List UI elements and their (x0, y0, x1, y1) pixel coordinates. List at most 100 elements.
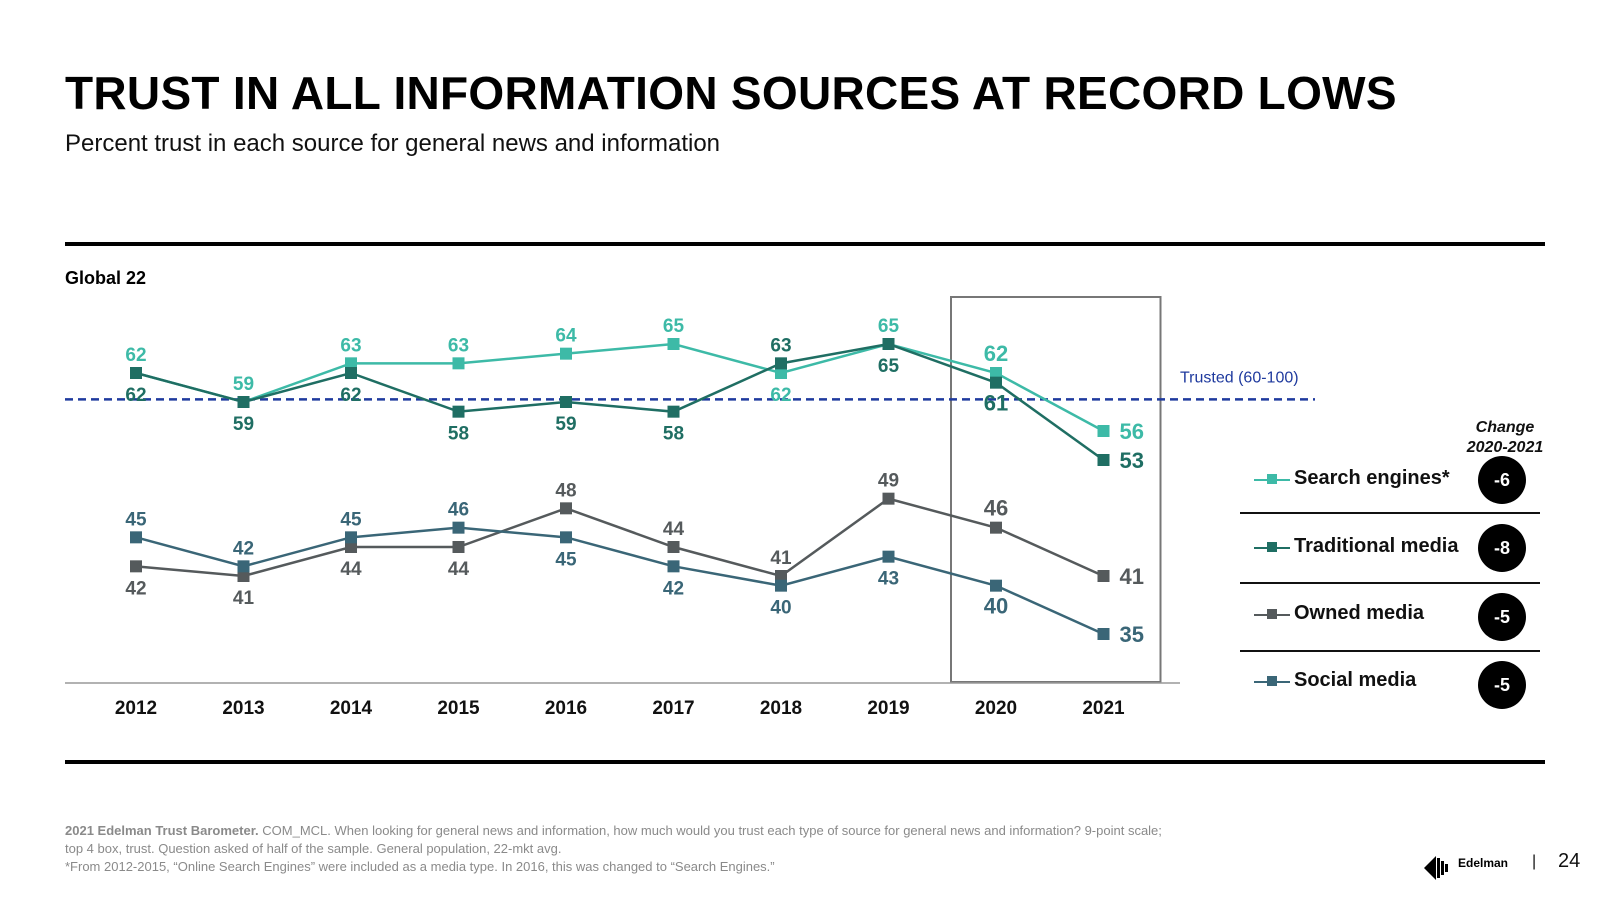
data-label: 63 (448, 335, 469, 356)
change-badge-traditional-media: -8 (1478, 524, 1526, 572)
x-tick-label: 2012 (115, 698, 157, 719)
data-label: 42 (663, 578, 684, 599)
data-label: 63 (340, 335, 361, 356)
data-label: 62 (340, 385, 361, 406)
data-point (667, 338, 680, 350)
legend-item-traditional-media: Traditional media (1240, 518, 1540, 578)
footnote-source: 2021 Edelman Trust Barometer. (65, 823, 259, 838)
data-point (237, 396, 250, 408)
data-point (990, 367, 1002, 379)
reference-line-label: Trusted (60-100) (1180, 369, 1299, 386)
data-label: 42 (125, 578, 146, 599)
data-point (990, 521, 1002, 534)
legend-item-search-engines: Search engines* (1240, 450, 1540, 510)
data-point (775, 579, 787, 592)
data-label: 65 (878, 316, 900, 337)
data-label: 45 (125, 509, 147, 530)
data-label: 40 (770, 598, 791, 619)
series-line (135, 497, 1105, 578)
data-label: 42 (233, 538, 254, 559)
x-tick-label: 2019 (867, 698, 909, 719)
data-label: 44 (340, 559, 362, 580)
data-point (237, 570, 250, 582)
data-label: 46 (448, 500, 469, 521)
data-point (1097, 425, 1110, 437)
region-label: Global 22 (65, 268, 147, 288)
data-point (882, 338, 895, 350)
data-point (345, 541, 357, 553)
data-label: 59 (555, 414, 576, 435)
data-point (775, 357, 787, 370)
data-label: 45 (340, 509, 362, 530)
data-point (345, 531, 357, 544)
legend-swatch-search-engines (1254, 474, 1290, 484)
data-label: 59 (233, 374, 254, 395)
edelman-logo-icon (1424, 856, 1448, 880)
legend-swatch-traditional-media (1254, 542, 1290, 552)
legend-divider (1240, 582, 1540, 584)
change-badge-social-media: -5 (1478, 661, 1526, 709)
data-point (130, 367, 142, 379)
change-title: Change 2020-2021 (1450, 418, 1560, 458)
data-point (345, 367, 357, 379)
data-label: 48 (555, 480, 576, 501)
data-point (452, 405, 465, 418)
data-point (345, 357, 357, 370)
x-tick-label: 2018 (760, 698, 802, 719)
highlight-box (950, 296, 1162, 683)
legend-label-traditional-media: Traditional media (1294, 535, 1459, 557)
data-label: 59 (233, 414, 254, 435)
data-point (452, 541, 465, 553)
brand-name: Edelman (1458, 856, 1509, 870)
data-label: 63 (770, 335, 791, 356)
legend-label-owned-media: Owned media (1294, 602, 1425, 624)
data-label: 41 (1120, 564, 1144, 589)
data-point (775, 570, 787, 582)
series-line (135, 526, 1105, 636)
data-point (560, 531, 572, 544)
data-point (130, 560, 142, 573)
x-tick-label: 2020 (975, 698, 1017, 719)
footnote-question: COM_MCL. When looking for general news a… (258, 823, 1162, 838)
page-title: TRUST IN ALL INFORMATION SOURCES AT RECO… (65, 67, 1397, 119)
legend-item-owned-media: Owned media (1240, 585, 1540, 645)
data-point (667, 405, 680, 418)
x-tick-label: 2015 (437, 698, 480, 719)
legend-divider (1240, 512, 1540, 514)
data-label: 56 (1120, 419, 1144, 444)
change-badge-owned-media: -5 (1478, 593, 1526, 641)
data-label: 62 (125, 385, 146, 406)
legend-item-social-media: Social media (1240, 652, 1540, 712)
footnote-line1: 2021 Edelman Trust Barometer. COM_MCL. W… (65, 822, 1365, 840)
footnote: 2021 Edelman Trust Barometer. COM_MCL. W… (65, 822, 1365, 876)
page-separator: | (1532, 853, 1537, 870)
change-title-line2: 2020-2021 (1466, 439, 1544, 456)
data-point (882, 550, 895, 563)
data-point (882, 492, 895, 505)
series-line (135, 342, 1105, 462)
data-label: 41 (233, 588, 255, 609)
data-label: 44 (448, 559, 470, 580)
data-point (560, 502, 572, 515)
data-point (667, 541, 680, 553)
data-label: 43 (878, 569, 899, 590)
data-point (130, 531, 142, 544)
data-label: 45 (555, 549, 577, 570)
legend-swatch-owned-media (1254, 609, 1290, 619)
data-label: 40 (984, 594, 1008, 619)
x-tick-label: 2016 (545, 698, 587, 719)
data-point (1097, 628, 1110, 640)
data-label: 65 (663, 316, 685, 337)
data-label: 62 (770, 385, 791, 406)
data-label: 53 (1120, 448, 1144, 473)
data-label: 62 (125, 345, 146, 366)
data-label: 41 (770, 548, 792, 569)
legend-divider (1240, 650, 1540, 652)
data-point (560, 347, 572, 360)
top-rule (65, 242, 1545, 246)
data-label: 44 (663, 519, 685, 540)
data-label: 46 (984, 496, 1008, 521)
data-point (667, 560, 680, 573)
change-title-line1: Change (1475, 419, 1535, 436)
